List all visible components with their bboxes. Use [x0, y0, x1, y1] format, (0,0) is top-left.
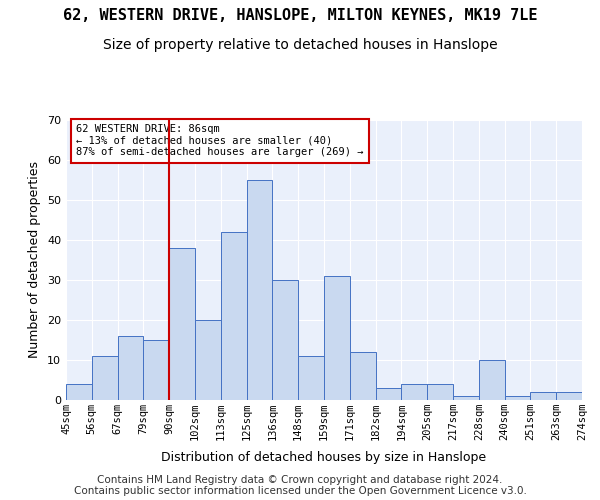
Y-axis label: Number of detached properties: Number of detached properties [28, 162, 41, 358]
Bar [479, 360, 505, 400]
Bar [247, 180, 272, 400]
Bar [376, 388, 401, 400]
Text: 62 WESTERN DRIVE: 86sqm
← 13% of detached houses are smaller (40)
87% of semi-de: 62 WESTERN DRIVE: 86sqm ← 13% of detache… [76, 124, 364, 158]
Text: Contains HM Land Registry data © Crown copyright and database right 2024.: Contains HM Land Registry data © Crown c… [97, 475, 503, 485]
Bar [401, 384, 427, 400]
Text: 62, WESTERN DRIVE, HANSLOPE, MILTON KEYNES, MK19 7LE: 62, WESTERN DRIVE, HANSLOPE, MILTON KEYN… [63, 8, 537, 22]
Bar [530, 392, 556, 400]
Bar [195, 320, 221, 400]
Bar [505, 396, 530, 400]
Bar [118, 336, 143, 400]
Bar [169, 248, 195, 400]
Bar [324, 276, 350, 400]
Bar [350, 352, 376, 400]
Text: Contains public sector information licensed under the Open Government Licence v3: Contains public sector information licen… [74, 486, 526, 496]
Bar [143, 340, 169, 400]
Bar [556, 392, 582, 400]
Text: Size of property relative to detached houses in Hanslope: Size of property relative to detached ho… [103, 38, 497, 52]
Bar [453, 396, 479, 400]
X-axis label: Distribution of detached houses by size in Hanslope: Distribution of detached houses by size … [161, 452, 487, 464]
Bar [427, 384, 453, 400]
Bar [66, 384, 92, 400]
Bar [272, 280, 298, 400]
Bar [221, 232, 247, 400]
Bar [298, 356, 324, 400]
Bar [92, 356, 118, 400]
